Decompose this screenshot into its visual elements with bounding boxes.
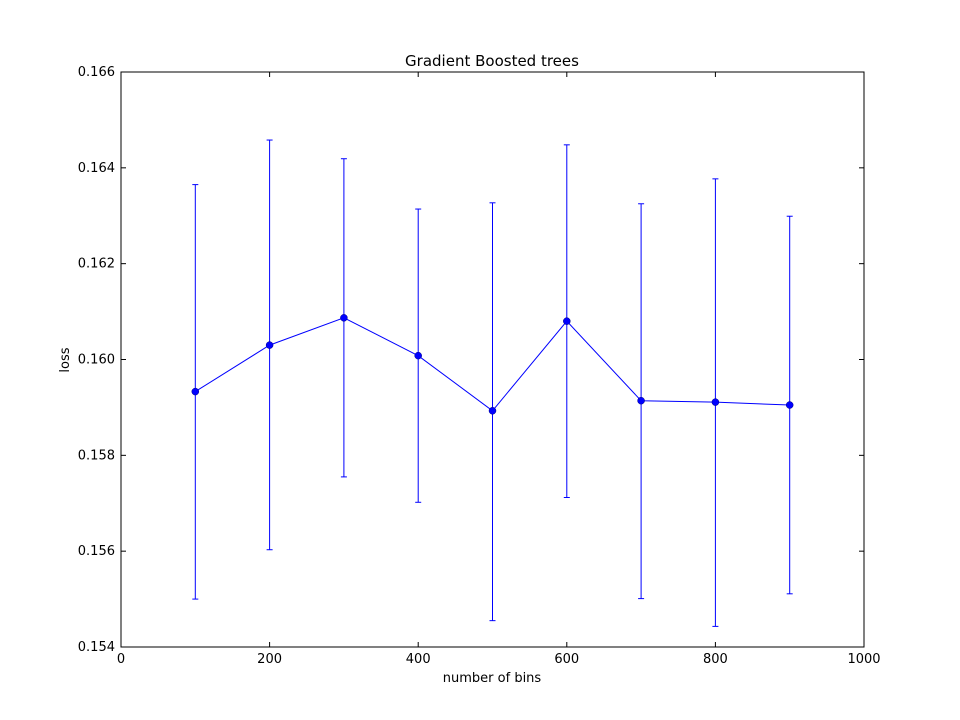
plot-area (191, 139, 794, 627)
x-tick-label: 400 (406, 652, 431, 667)
y-tick-label: 0.164 (78, 161, 115, 176)
x-tick-label: 1000 (847, 652, 880, 667)
data-point (340, 314, 348, 322)
data-point (265, 341, 274, 349)
data-point (191, 387, 200, 396)
y-tick-label: 0.154 (78, 640, 115, 655)
y-axis-label: loss (58, 347, 73, 372)
y-tick-label: 0.158 (78, 448, 115, 463)
data-point (785, 401, 794, 409)
data-point (711, 398, 720, 406)
axes: 0 200 400 600 800 1000 0.154 0.156 0.158 0.160 0.1… (78, 65, 881, 667)
chart-title: Gradient Boosted trees (405, 52, 579, 70)
data-point (414, 351, 422, 360)
data-point (637, 396, 645, 405)
x-tick-label: 800 (703, 652, 728, 667)
x-tick-label: 200 (257, 652, 282, 667)
y-tick-label: 0.156 (78, 544, 115, 559)
x-tick-label: 0 (117, 652, 125, 667)
y-tick-label: 0.166 (78, 65, 115, 80)
y-tick-label: 0.160 (78, 353, 115, 368)
y-tick-label: 0.162 (78, 257, 115, 272)
data-point (488, 407, 497, 415)
data-point (563, 317, 571, 325)
x-axis-label: number of bins (443, 671, 542, 686)
x-tick-label: 600 (554, 652, 579, 667)
